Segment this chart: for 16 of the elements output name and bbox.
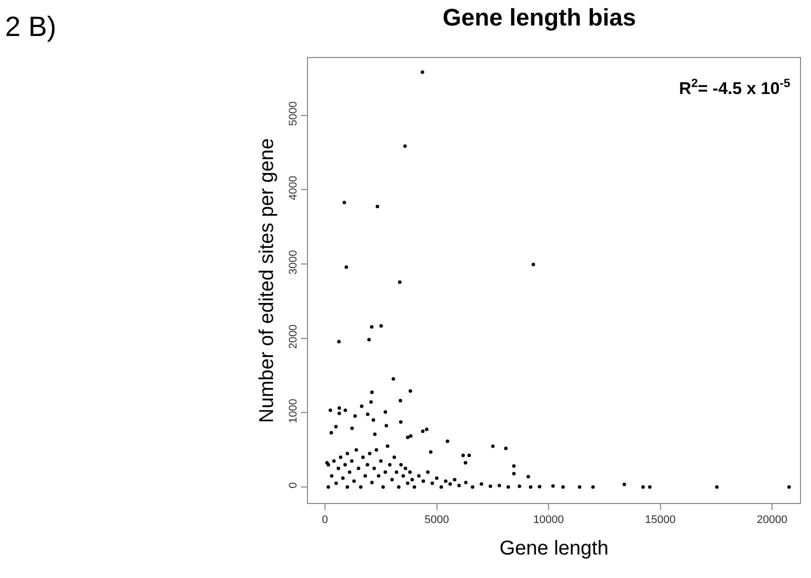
y-tick-label: 0 bbox=[288, 482, 300, 488]
y-tick-label: 3000 bbox=[288, 250, 300, 275]
y-tick-label: 4000 bbox=[288, 176, 300, 200]
y-tick-label: 5000 bbox=[288, 101, 300, 126]
x-tick-label: 10000 bbox=[533, 514, 564, 526]
y-tick-label: 1000 bbox=[288, 398, 300, 424]
text: 2 B) bbox=[5, 11, 56, 42]
x-tick-label: 0 bbox=[322, 514, 328, 526]
x-tick-label: 20000 bbox=[756, 514, 788, 526]
chart-title: Gene length bias bbox=[442, 4, 636, 32]
y-axis-title: Number of edited sites per gene bbox=[256, 138, 278, 423]
y-tick-label: 2000 bbox=[288, 324, 300, 349]
x-tick-label: 15000 bbox=[644, 514, 676, 526]
x-axis-title: Gene length bbox=[500, 538, 608, 560]
annotation: R$^{2}$= -4.5 x 10$^{-5}$ bbox=[679, 76, 791, 98]
x-tick-label: 5000 bbox=[424, 514, 449, 526]
